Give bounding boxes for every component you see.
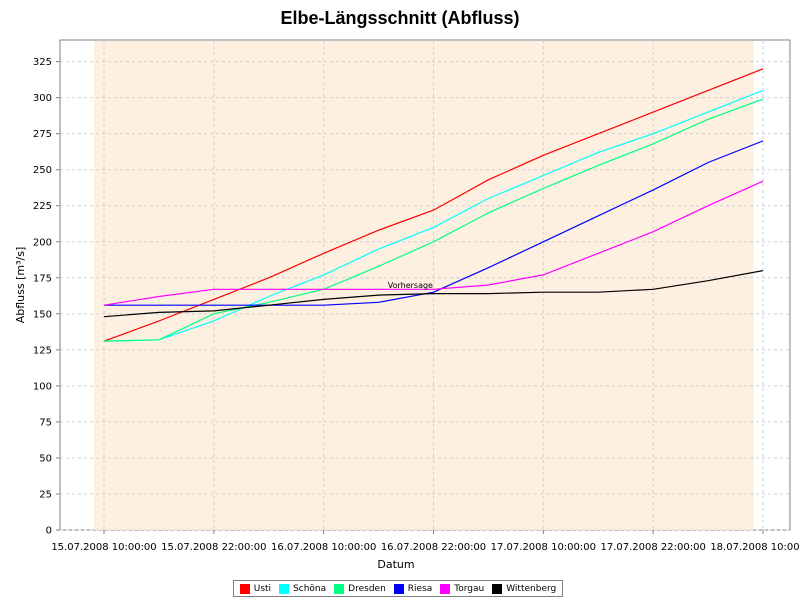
y-tick-label: 325 [33, 57, 52, 68]
legend-swatch [334, 583, 345, 594]
series-line-torgau [103, 180, 764, 306]
forecast-annotation: Vorhersage [388, 281, 433, 290]
x-tick-label: 16.07.2008 22:00:00 [381, 542, 486, 553]
y-tick-label: 25 [39, 489, 52, 500]
legend-label: Usti [253, 583, 272, 594]
series-line-wittenberg [103, 270, 764, 318]
legend-label: Dresden [348, 583, 386, 594]
x-tick-label: 15.07.2008 22:00:00 [161, 542, 266, 553]
series-line-dresden [103, 98, 764, 342]
y-tick-label: 150 [33, 309, 52, 320]
legend-swatch [440, 583, 451, 594]
forecast-band [94, 41, 754, 530]
series-line-schöna [103, 89, 764, 342]
legend-swatch [393, 583, 404, 594]
legend-item-wittenberg: Wittenberg [492, 583, 557, 594]
y-tick-label: 275 [33, 129, 52, 140]
y-axis-label: Abfluss [m³/s] [14, 247, 27, 324]
series-line-usti [103, 68, 764, 342]
x-tick-label: 18.07.2008 10:00:00 [710, 542, 800, 553]
legend-item-torgau: Torgau [440, 583, 485, 594]
y-tick-label: 225 [33, 201, 52, 212]
x-tick-label: 17.07.2008 22:00:00 [600, 542, 705, 553]
legend-label: Wittenberg [506, 583, 557, 594]
legend-label: Schöna [293, 583, 327, 594]
legend-item-dresden: Dresden [334, 583, 386, 594]
legend-swatch [279, 583, 290, 594]
y-tick-label: 125 [33, 345, 52, 356]
y-tick-label: 250 [33, 165, 52, 176]
legend-item-schöna: Schöna [279, 583, 327, 594]
legend-label: Riesa [407, 583, 433, 594]
y-tick-label: 300 [33, 93, 52, 104]
legend-swatch [239, 583, 250, 594]
y-tick-label: 175 [33, 273, 52, 284]
x-axis-label: Datum [377, 558, 414, 571]
legend-swatch [492, 583, 503, 594]
series-line-riesa [104, 140, 764, 306]
x-tick-label: 17.07.2008 10:00:00 [491, 542, 596, 553]
chart-title: Elbe-Längsschnitt (Abfluss) [280, 8, 519, 28]
x-tick-label: 15.07.2008 10:00:00 [51, 542, 156, 553]
y-tick-label: 75 [39, 417, 52, 428]
y-tick-label: 200 [33, 237, 52, 248]
legend: Usti Schöna Dresden Riesa Torgau Wittenberg [233, 580, 563, 597]
y-tick-label: 50 [39, 453, 52, 464]
x-tick-label: 16.07.2008 10:00:00 [271, 542, 376, 553]
legend-item-riesa: Riesa [393, 583, 433, 594]
y-tick-label: 100 [33, 381, 52, 392]
y-tick-label: 0 [46, 526, 52, 537]
legend-item-usti: Usti [239, 583, 272, 594]
legend-label: Torgau [454, 583, 485, 594]
